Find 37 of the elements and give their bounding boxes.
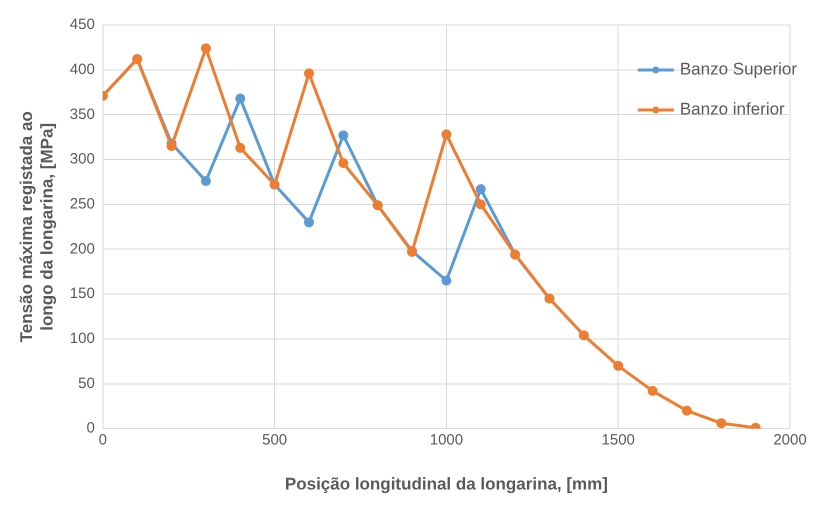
point — [235, 142, 246, 153]
point — [648, 386, 658, 396]
point — [682, 406, 692, 416]
point — [578, 330, 589, 340]
point — [716, 418, 726, 428]
y-axis-title: Tensão máxima registada ao longo da longarina, [MPa] — [16, 111, 56, 342]
x-tick-label: 500 — [262, 432, 288, 449]
y-tick-label: 0 — [86, 420, 95, 437]
y-tick-label: 350 — [70, 106, 95, 123]
x-tick-label: 2000 — [773, 432, 807, 449]
point — [304, 217, 314, 228]
x-tick-label: 0 — [98, 432, 107, 449]
x-tick-label: 1500 — [602, 432, 635, 449]
point — [476, 184, 486, 194]
legend-label: Banzo inferior — [680, 100, 786, 119]
point — [304, 68, 314, 78]
y-tick-label: 150 — [70, 285, 95, 302]
y-tick-label: 250 — [70, 196, 95, 213]
point — [166, 141, 177, 152]
x-axis-title: Posição longitudinal da longarina, [mm] — [284, 474, 608, 494]
point — [200, 43, 211, 54]
y-tick-label: 400 — [70, 60, 95, 78]
y-tick-label: 100 — [70, 330, 95, 348]
y-tick-label: 200 — [70, 240, 95, 258]
point — [441, 129, 452, 140]
point — [476, 199, 486, 210]
point — [338, 130, 348, 140]
point — [200, 176, 211, 186]
y-tick-label: 50 — [78, 374, 95, 392]
point — [441, 276, 452, 286]
y-tick-label: 450 — [70, 16, 95, 34]
y-tick-label: 300 — [70, 150, 95, 168]
point — [338, 158, 348, 168]
x-tick-label: 1000 — [430, 432, 464, 449]
point — [235, 94, 246, 104]
point — [613, 360, 624, 371]
legend-label: Banzo Superior — [680, 60, 798, 79]
